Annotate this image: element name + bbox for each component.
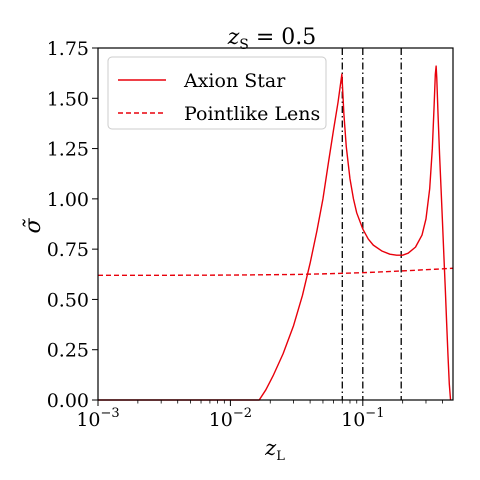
legend-label-pointlike-lens: Pointlike Lens: [184, 103, 320, 125]
y-axis-label: σ̃: [21, 218, 46, 234]
y-axis-ticks: 0.00 0.25 0.50 0.75 1.00 1.25 1.50 1.75: [47, 38, 98, 412]
y-tick-label-1: 0.25: [47, 340, 89, 362]
y-tick-label-3: 0.75: [47, 239, 89, 261]
y-tick-label-7: 1.75: [47, 38, 89, 60]
xlabel-main: z: [264, 436, 277, 460]
y-tick-label-5: 1.25: [47, 139, 89, 161]
x-tick-label-2: 10−1: [341, 406, 384, 431]
y-tick-label-2: 0.50: [47, 289, 89, 311]
y-tick-label-4: 1.00: [47, 189, 89, 211]
x-tick-label-1: 10−2: [209, 406, 252, 431]
y-tick-label-6: 1.50: [47, 88, 89, 110]
series-line-axion-star: [98, 65, 452, 401]
legend-label-axion-star: Axion Star: [183, 70, 286, 92]
x-tick-label-0: 10−3: [76, 406, 119, 431]
title-suffix: = 0.5: [249, 25, 316, 50]
xlabel-sub: L: [276, 449, 285, 464]
x-axis-ticks: 10−3 10−2 10−1: [76, 400, 443, 431]
title-sub: S: [239, 37, 249, 53]
title-main: z: [227, 25, 240, 50]
x-axis-label: zL: [264, 436, 285, 464]
legend-box: [107, 56, 327, 130]
vertical-lines: [341, 48, 402, 400]
y-tick-label-0: 0.00: [47, 390, 89, 412]
series-line-pointlike-lens: [98, 267, 454, 276]
legend: Axion Star Pointlike Lens: [107, 56, 327, 130]
chart-title: zS = 0.5: [227, 25, 317, 53]
series-layer: [98, 65, 454, 401]
plot-frame: [97, 47, 454, 401]
